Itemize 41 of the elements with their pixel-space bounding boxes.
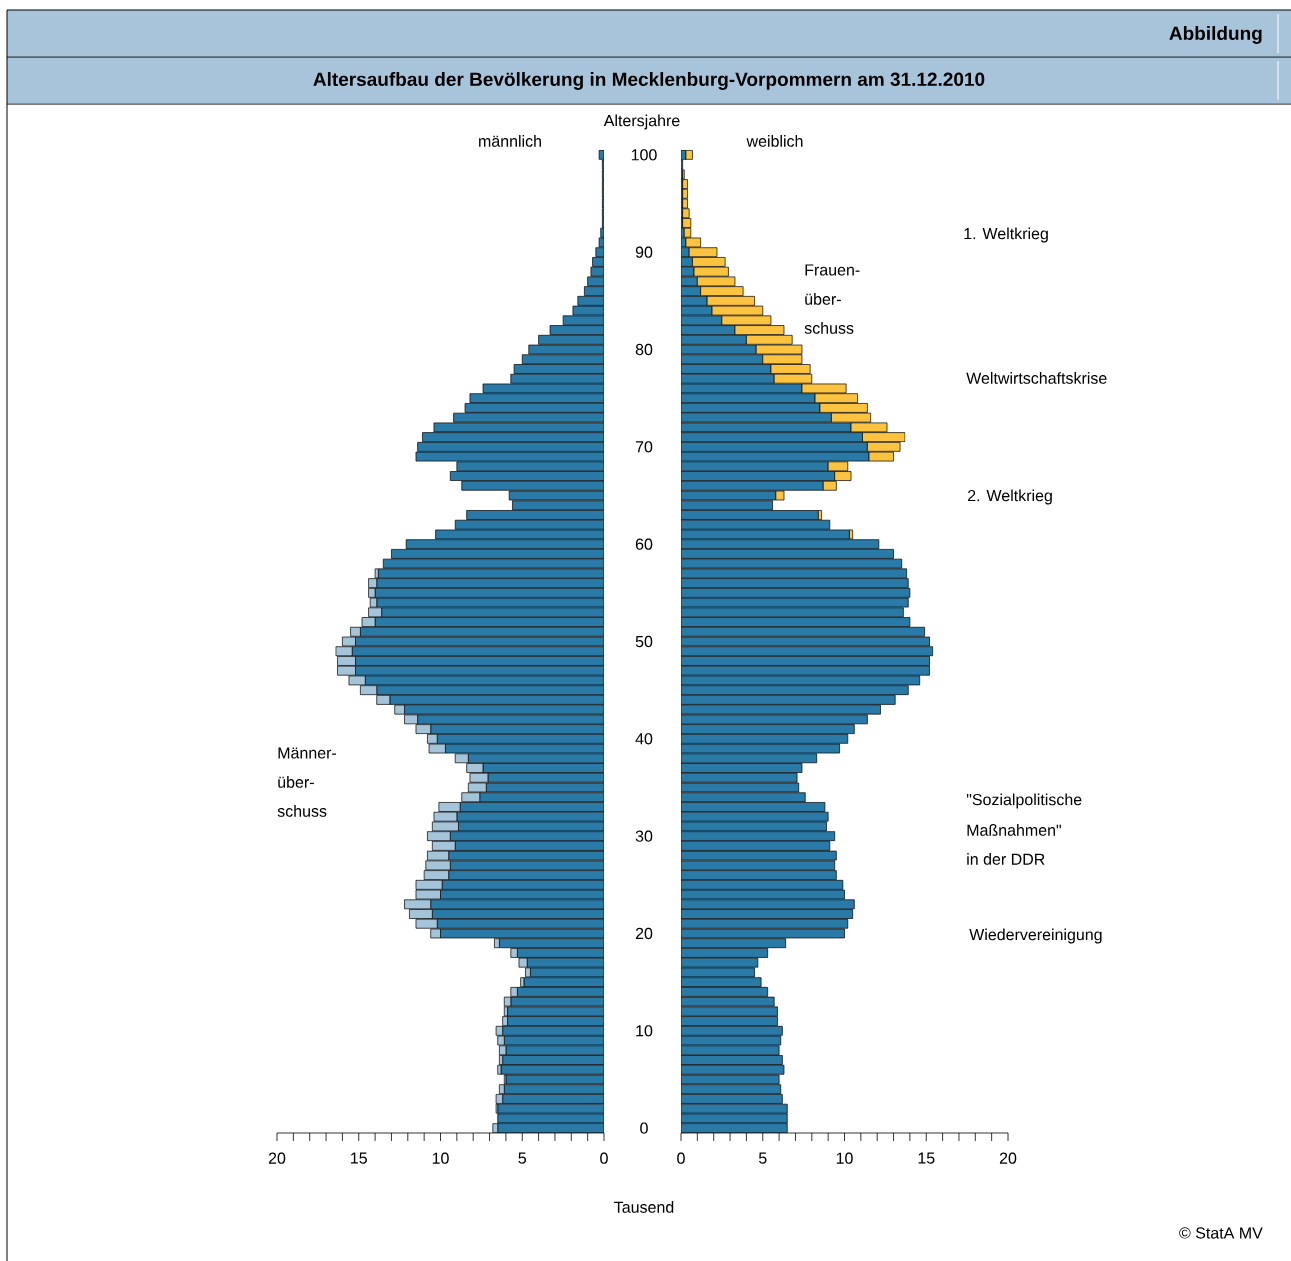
y-tick-label: 20 (635, 927, 653, 940)
y-tick-label: 50 (635, 635, 653, 648)
annotation: 2. Weltkrieg (968, 489, 1052, 505)
x-tick-label: 0 (600, 1152, 608, 1164)
annotation: Wiedervereinigung (969, 928, 1102, 944)
text: © StatA MV (1179, 1227, 1263, 1239)
x-tick-label: 5 (518, 1152, 527, 1164)
y-tick-label: 90 (635, 246, 653, 258)
annotation: 1. Weltkrieg (964, 227, 1048, 243)
annotation: Frauen- (805, 264, 860, 276)
annotation: schuss (804, 322, 854, 334)
x-tick-label: 20 (999, 1152, 1017, 1164)
x-tick-label: 10 (432, 1152, 449, 1164)
x-tick-label: 0 (677, 1152, 685, 1164)
annotation: in der DDR (967, 853, 1045, 865)
annotation: schuss (277, 805, 327, 817)
annotation: Männer- (278, 747, 337, 759)
y-axis-title: Altersjahre (603, 114, 680, 130)
annotation: "Sozialpolitische (966, 793, 1082, 809)
annotation: über- (278, 776, 314, 788)
annotation: über- (805, 293, 841, 305)
text: Abbildung (1169, 26, 1262, 44)
chart-subtitle: weiblich (746, 135, 803, 147)
y-tick-label: 80 (635, 343, 653, 356)
x-tick-label: 10 (836, 1152, 853, 1164)
text: Altersaufbau der Bevölkerung in Mecklenburg-Vorpommern am 31.12.2010 (313, 72, 985, 90)
y-tick-label: 100 (631, 149, 657, 161)
annotation: Weltwirtschaftskrise (966, 372, 1107, 384)
y-tick-label: 10 (636, 1025, 653, 1037)
y-tick-label: 40 (635, 733, 653, 745)
x-tick-label: 15 (918, 1152, 935, 1164)
y-tick-label: 60 (635, 538, 653, 550)
x-tick-label: 20 (268, 1152, 286, 1164)
x-axis-title: Tausend (614, 1201, 674, 1213)
y-tick-label: 0 (640, 1122, 648, 1134)
chart-subtitle: männlich (479, 135, 541, 147)
y-tick-label: 30 (635, 830, 653, 842)
x-tick-label: 5 (758, 1152, 767, 1164)
y-tick-label: 70 (635, 441, 653, 453)
annotation: Maßnahmen" (967, 824, 1062, 836)
x-tick-label: 15 (351, 1152, 367, 1164)
